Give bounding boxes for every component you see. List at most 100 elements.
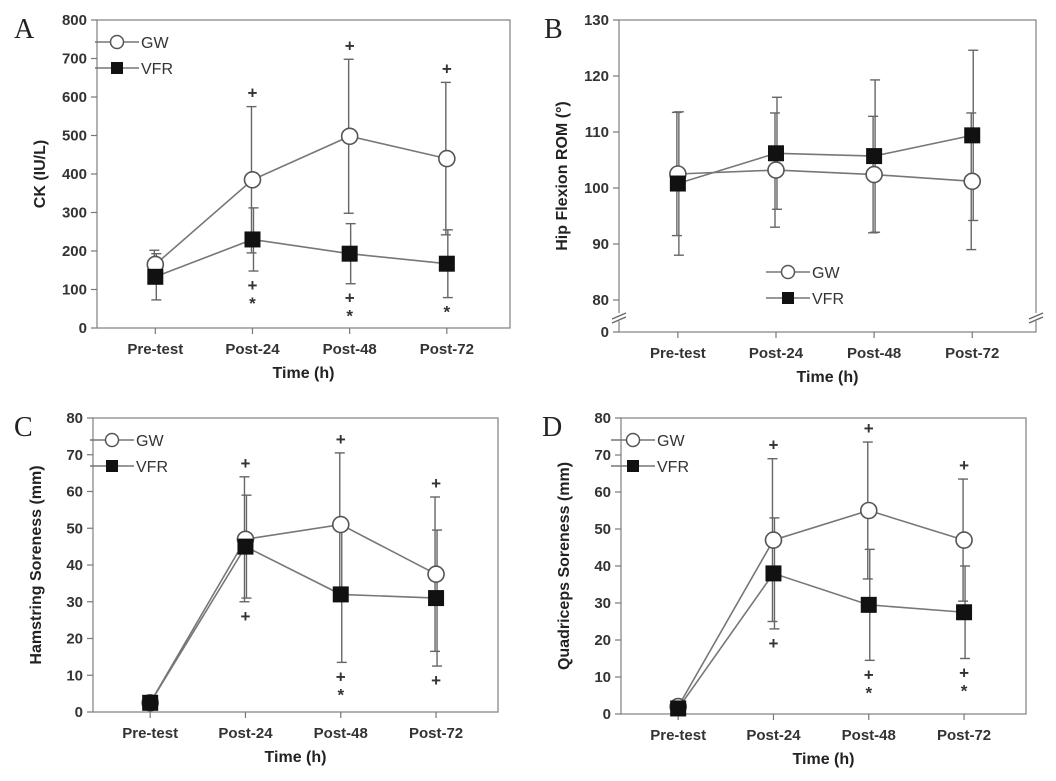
panel-letter: C xyxy=(14,412,33,443)
significance-marker-above: + xyxy=(442,59,452,78)
significance-marker-above: + xyxy=(248,84,258,103)
significance-marker-below: * xyxy=(865,683,872,702)
y-tick-label: 50 xyxy=(594,521,611,538)
legend-label-gw: GW xyxy=(141,35,169,52)
x-axis-title: Time (h) xyxy=(797,369,859,386)
significance-marker-above: + xyxy=(769,436,779,455)
series-line-vfr xyxy=(155,238,447,278)
legend-label-vfr: VFR xyxy=(141,61,173,78)
y-axis-title: Hamstring Soreness (mm) xyxy=(28,465,45,664)
y-tick-label: 120 xyxy=(584,68,609,85)
x-tick-label: Post-24 xyxy=(749,345,804,362)
y-tick-label: 400 xyxy=(62,166,87,183)
legend-label-gw: GW xyxy=(136,433,164,450)
significance-marker-below: + xyxy=(345,289,355,308)
marker-gw xyxy=(427,565,445,583)
y-tick-label: 600 xyxy=(62,89,87,106)
y-tick-label: 0 xyxy=(79,320,87,337)
significance-marker-below: + xyxy=(959,664,969,683)
x-tick-label: Pre-test xyxy=(127,341,183,358)
y-tick-label: 700 xyxy=(62,51,87,68)
series-line-vfr xyxy=(677,134,973,185)
legend: GW VFR xyxy=(95,34,173,78)
marker-vfr xyxy=(237,538,254,555)
marker-vfr xyxy=(767,145,784,162)
significance-marker-above: + xyxy=(864,419,874,438)
legend: GW VFR xyxy=(90,432,168,476)
x-axis-title: Time (h) xyxy=(265,749,327,766)
significance-marker-below: + xyxy=(769,634,779,653)
legend-label-gw: GW xyxy=(657,433,685,450)
legend-label-vfr: VFR xyxy=(136,459,168,476)
marker-vfr xyxy=(332,586,349,603)
marker-vfr xyxy=(142,694,159,711)
legend-marker-gw xyxy=(780,264,796,280)
panel-letter: D xyxy=(542,412,562,443)
x-tick-label: Post-72 xyxy=(420,341,474,358)
marker-gw xyxy=(955,531,973,549)
significance-marker-below: + xyxy=(241,607,251,626)
y-tick-label: 80 xyxy=(592,292,609,309)
significance-marker-above: + xyxy=(345,36,355,55)
x-axis-title: Time (h) xyxy=(793,751,855,768)
y-tick-label: 70 xyxy=(66,447,83,464)
marker-gw xyxy=(243,170,262,189)
x-tick-label: Post-48 xyxy=(842,727,896,744)
y-axis-title: Quadriceps Soreness (mm) xyxy=(556,462,573,670)
axis-break-mark xyxy=(1028,312,1044,320)
y-tick-label: 60 xyxy=(594,484,611,501)
y-tick-label: 110 xyxy=(585,124,609,141)
y-tick-label: 300 xyxy=(62,205,87,222)
legend-label-vfr: VFR xyxy=(812,291,844,308)
marker-gw xyxy=(865,165,883,184)
legend-label-gw: GW xyxy=(812,265,840,282)
panel-d-quadriceps-soreness: D 0 10 20 30 40 50 60 70 80 Pre-test Post-24 Post-48… xyxy=(528,390,1056,781)
series-line-gw xyxy=(677,509,965,707)
y-tick-label: 60 xyxy=(66,484,83,501)
significance-marker-below: + xyxy=(864,665,874,684)
y-tick-label: 30 xyxy=(594,595,611,612)
panel-a-ck: A 0 100 200 300 400 500 600 700 800 Pre-test Post-2… xyxy=(0,0,530,390)
series-line-gw xyxy=(154,135,448,266)
x-tick-label: Post-72 xyxy=(937,727,991,744)
legend-marker-gw xyxy=(625,432,641,448)
x-tick-label: Post-48 xyxy=(314,725,368,742)
y-tick-label: 800 xyxy=(62,12,87,29)
marker-vfr xyxy=(428,590,445,607)
significance-marker-above: + xyxy=(959,456,969,475)
significance-marker-above: + xyxy=(336,430,346,449)
y-tick-label: 50 xyxy=(66,520,83,537)
y-tick-label: 500 xyxy=(62,128,87,145)
y-tick-label: 10 xyxy=(66,667,83,684)
x-tick-label: Post-48 xyxy=(323,341,377,358)
marker-gw xyxy=(764,531,783,549)
x-tick-label: Post-48 xyxy=(847,345,901,362)
y-tick-label: 100 xyxy=(584,180,609,197)
y-tick-label: 0 xyxy=(601,324,609,341)
y-tick-label: 80 xyxy=(594,410,611,427)
axis-break-gap xyxy=(613,313,625,321)
y-tick-label: 70 xyxy=(594,447,611,464)
y-tick-label: 30 xyxy=(66,594,83,611)
y-axis-title: CK (IU/L) xyxy=(32,140,49,208)
x-tick-label: Post-24 xyxy=(746,727,801,744)
marker-vfr xyxy=(866,148,883,165)
axis-break-mark xyxy=(611,316,627,324)
significance-marker-below: * xyxy=(961,682,968,701)
chart-ck: A 0 100 200 300 400 500 600 700 800 Pre-test Post-2… xyxy=(14,12,511,382)
y-tick-label: 0 xyxy=(75,704,83,721)
y-tick-label: 100 xyxy=(62,282,87,299)
legend: GW VFR xyxy=(766,264,844,308)
x-tick-label: Post-72 xyxy=(409,725,463,742)
legend-marker-vfr xyxy=(111,62,123,74)
panel-letter: A xyxy=(14,14,35,45)
marker-vfr xyxy=(669,175,686,192)
significance-marker-below: + xyxy=(336,667,346,686)
significance-marker-below: * xyxy=(337,685,344,704)
x-tick-label: Post-24 xyxy=(225,341,280,358)
y-tick-label: 40 xyxy=(66,557,83,574)
axis-break-mark xyxy=(611,312,627,320)
significance-marker-below: * xyxy=(249,294,256,313)
y-tick-label: 90 xyxy=(592,236,609,253)
axis-break-gap xyxy=(1030,313,1042,321)
